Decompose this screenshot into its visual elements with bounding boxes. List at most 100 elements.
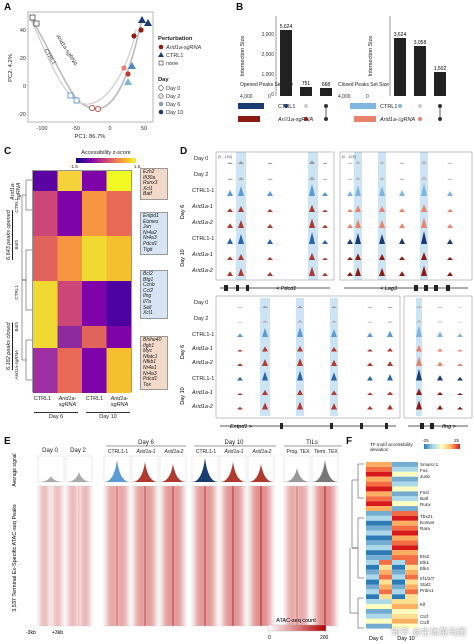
- profile-heatmaps: Day 0 Day 2 Day 6 Day 10 TILs CTRL1-1 Ar…: [12, 440, 342, 641]
- tf-cell: [392, 604, 405, 609]
- track-range: [0 - 150]: [218, 155, 232, 159]
- tf-cell: [405, 579, 418, 585]
- avg-profile: [38, 476, 64, 482]
- pca-point: [125, 71, 131, 77]
- x-tick: -100: [36, 126, 47, 132]
- tf-cell: [366, 584, 379, 590]
- tf-cell: [405, 564, 418, 570]
- column-label: Prog. TEX: [287, 449, 311, 455]
- x-tick: 0: [108, 126, 111, 132]
- legend-marker: [158, 44, 164, 50]
- track-label: Arid1a-2: [191, 360, 213, 366]
- heatmap-scale-title: Accessibility z-score: [81, 150, 131, 156]
- tf-cell: [366, 491, 379, 497]
- tf-cell: [379, 471, 392, 477]
- tf-cell: [366, 466, 379, 472]
- day-label: Day 10: [99, 414, 117, 420]
- legend-marker: [158, 109, 164, 115]
- tf-cell: [366, 506, 379, 511]
- legend-day-title: Day: [158, 77, 169, 83]
- tf-cell: [405, 604, 418, 609]
- tf-cell: [392, 594, 405, 600]
- tf-cell: [405, 501, 418, 507]
- colorbar-tick: 1.5: [134, 164, 141, 169]
- tf-cell: [392, 466, 405, 472]
- tf-gene-label: Stat2: [420, 582, 431, 587]
- avg-profile: [104, 460, 130, 482]
- column-label: Arid1a-2: [252, 449, 272, 455]
- tf-cell: [379, 623, 392, 629]
- track-label: Day 0: [194, 300, 208, 306]
- bar-value: 3,058: [414, 40, 427, 46]
- upset-bar: [300, 87, 312, 96]
- group-label: Day 2: [70, 448, 86, 454]
- y-axis-label: PC2: 4.2%: [8, 54, 14, 82]
- tf-gene-label: Batf: [420, 496, 429, 501]
- column-label: Arid1a-sgRNA: [58, 396, 77, 408]
- y-tick: 20: [20, 56, 26, 62]
- colorbar: [267, 624, 327, 632]
- track-range: [0 - 425]: [342, 155, 356, 159]
- avg-profile: [284, 468, 310, 482]
- panel-label-a: A: [4, 2, 12, 13]
- tf-gene-label: Ctcfl: [420, 620, 429, 625]
- tf-cell: [405, 584, 418, 590]
- tf-cell: [392, 550, 405, 556]
- tf-cell: [392, 511, 405, 516]
- xtick-right: +3kb: [52, 630, 63, 636]
- tf-cell: [392, 584, 405, 590]
- tf-cell: [379, 525, 392, 531]
- tf-gene-label: Ets2: [420, 554, 430, 559]
- upset-plots: 0 1,000 2,000 3,000 Intersection Size 5,…: [238, 16, 446, 123]
- tf-cell: [366, 594, 379, 600]
- set-tick: 0: [268, 94, 271, 100]
- colorbar-tick: 0: [268, 635, 271, 641]
- group-label: Day 0: [42, 448, 58, 454]
- y-tick: 2,000: [261, 52, 274, 58]
- f-scale-title: TF motif accessibility deviation: [370, 442, 413, 453]
- set-size-label: Opened Peaks Set Size: [240, 82, 293, 88]
- tf-cell: [405, 540, 418, 546]
- gene-box-mid2: Bcl2 Btg1 Ccnb Ccl2 Ifng Il7a Sell Xcl1: [140, 270, 168, 319]
- track-signal: [404, 400, 472, 410]
- tf-cell: [366, 609, 379, 614]
- tf-gene-label: Fosl: [420, 490, 429, 495]
- tf-cell: [405, 486, 418, 492]
- x-tick: -50: [72, 126, 80, 132]
- tf-cell: [405, 574, 418, 580]
- f-colorbar: [424, 444, 460, 449]
- intersection-size-label: Intersection Size: [368, 36, 374, 77]
- track-label: CTRL1-1: [192, 376, 214, 382]
- track-signal: [404, 368, 472, 381]
- set-bar-ctrl: [350, 103, 376, 109]
- tf-cell: [392, 530, 405, 536]
- tf-cell: [366, 618, 379, 624]
- legend-item: CTRL1: [166, 53, 183, 59]
- y-tick: 40: [20, 28, 26, 34]
- set-tick: 0: [366, 94, 369, 100]
- peak-heatmap: [131, 485, 159, 627]
- set-bar-ctrl: [238, 103, 264, 109]
- pca-point: [138, 16, 146, 23]
- pca-point: [124, 78, 132, 85]
- tf-cell: [405, 481, 418, 487]
- peaks-label: 3,537 Terminal Ex-Specific ATAC-seq Peak…: [12, 504, 18, 612]
- tf-cell: [366, 520, 379, 526]
- tf-cell: [379, 574, 392, 580]
- track-label: Arid1a-1: [191, 252, 213, 258]
- y-tick: -20: [18, 112, 26, 118]
- panel-e-profiles: Day 0 Day 2 Day 6 Day 10 TILs CTRL1-1 Ar…: [6, 438, 346, 644]
- x-axis-label: PC1: 86.7%: [75, 134, 106, 140]
- tf-cell: [405, 535, 418, 541]
- heatmap-colorbar: [76, 158, 136, 163]
- tf-gene-label: Elk4: [420, 566, 429, 571]
- track-label: CTRL1-1: [192, 332, 214, 338]
- column-label: CTRL1-1: [196, 449, 217, 455]
- heatmap-dendrogram: [21, 179, 32, 381]
- tf-cell: [379, 476, 392, 482]
- legend-marker: [158, 60, 164, 66]
- tf-cell: [379, 618, 392, 624]
- tf-cell: [366, 530, 379, 536]
- avg-profile: [192, 458, 218, 482]
- track-signal: [216, 327, 400, 337]
